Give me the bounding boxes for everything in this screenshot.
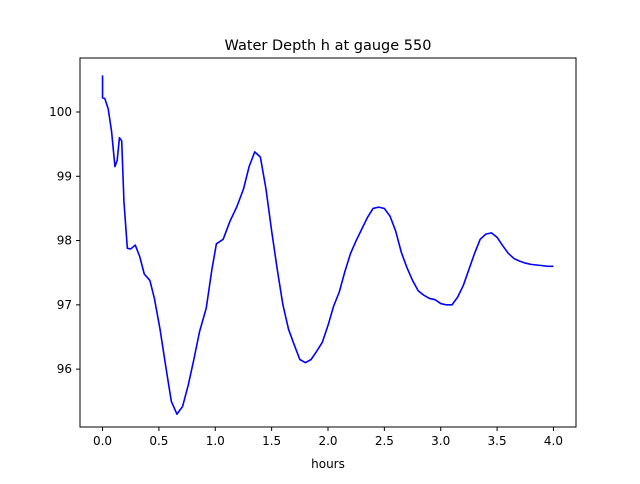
y-tick-label: 99	[57, 169, 72, 183]
y-tick-label: 96	[57, 362, 72, 376]
y-tick-label: 100	[49, 105, 72, 119]
x-tick-label: 1.5	[262, 434, 281, 448]
chart-title: Water Depth h at gauge 550	[225, 38, 432, 54]
series-line-0	[101, 75, 554, 415]
x-tick-label: 0.5	[149, 434, 168, 448]
plot-area: 0.0 0.5 1.0 1.5 2.0 2.5 3.0 3.5 4.0 96 97 98 99 100	[49, 57, 577, 448]
x-tick-label: 2.5	[375, 434, 394, 448]
x-tick-label: 3.0	[431, 434, 450, 448]
x-tick-label: 0.0	[93, 434, 112, 448]
x-axis-label: hours	[311, 457, 345, 471]
x-tick-label: 1.0	[206, 434, 225, 448]
x-tick-label: 3.5	[488, 434, 507, 448]
y-tick-label: 97	[57, 298, 72, 312]
x-tick-label: 2.0	[318, 434, 337, 448]
y-tick-label: 98	[57, 234, 72, 248]
x-tick-label: 4.0	[544, 434, 563, 448]
